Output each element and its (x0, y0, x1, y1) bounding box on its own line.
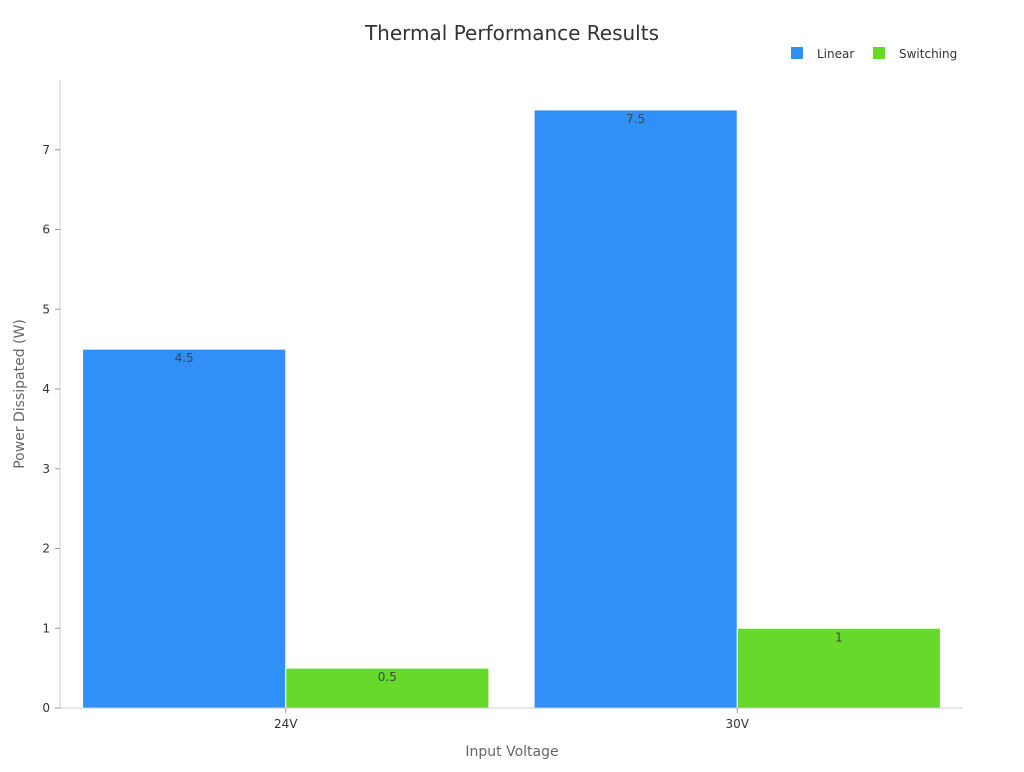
data-label: 7.5 (626, 112, 645, 126)
y-tick-label: 6 (42, 223, 50, 237)
x-axis-title: Input Voltage (465, 744, 558, 760)
legend-swatch-switching (873, 47, 885, 59)
data-label: 0.5 (378, 670, 397, 684)
legend: Linear Switching (791, 47, 957, 61)
data-label: 4.5 (175, 351, 194, 365)
y-tick-label: 1 (42, 621, 50, 635)
y-tick-label: 0 (42, 701, 50, 715)
x-axis: 24V 30V (60, 707, 963, 731)
x-tick-label: 24V (274, 717, 298, 731)
legend-label-switching: Switching (899, 47, 957, 61)
data-label: 1 (835, 630, 843, 644)
x-tick-label: 30V (726, 717, 750, 731)
bar-linear-30v (533, 109, 738, 709)
y-tick-label: 3 (42, 462, 50, 476)
legend-swatch-linear (791, 47, 803, 59)
y-axis: 0 1 2 3 4 5 6 7 (42, 80, 61, 715)
bar-linear-24v (82, 348, 287, 709)
chart-title: Thermal Performance Results (364, 21, 659, 45)
y-tick-label: 4 (42, 382, 50, 396)
y-tick-label: 7 (42, 143, 50, 157)
y-tick-label: 2 (42, 542, 50, 556)
legend-label-linear: Linear (817, 47, 854, 61)
y-tick-label: 5 (42, 302, 50, 316)
bars-layer: 4.5 0.5 7.5 1 (82, 109, 941, 709)
bar-switching-30v (736, 627, 941, 709)
bar-switching-24v (285, 667, 490, 709)
y-axis-title: Power Dissipated (W) (12, 319, 28, 469)
